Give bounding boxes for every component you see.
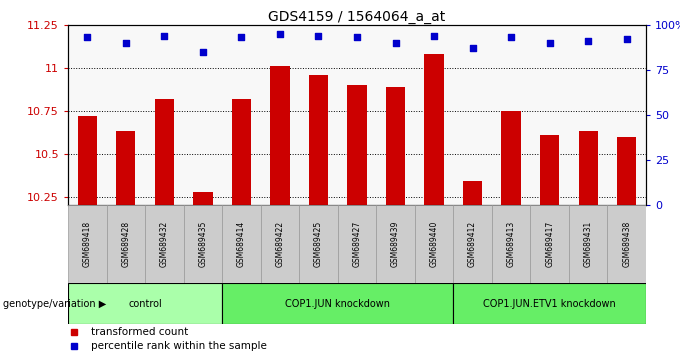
Bar [260,205,299,283]
Text: GSM689412: GSM689412 [468,221,477,267]
Bar [347,85,367,205]
Bar [154,99,174,205]
Text: GSM689427: GSM689427 [352,221,362,267]
Point [506,35,517,40]
Text: genotype/variation ▶: genotype/variation ▶ [3,298,107,309]
Bar [424,54,443,205]
Bar [193,192,212,205]
Text: COP1.JUN knockdown: COP1.JUN knockdown [285,298,390,309]
Bar [232,99,251,205]
Bar [184,205,222,283]
Bar [617,137,636,205]
Bar [78,116,97,205]
Bar [222,205,260,283]
Point [390,40,401,46]
Bar [376,205,415,283]
Text: GSM689414: GSM689414 [237,221,246,267]
Bar [107,205,145,283]
Text: GSM689425: GSM689425 [314,221,323,267]
Text: transformed count: transformed count [91,327,188,337]
Bar [607,205,646,283]
Point [197,49,208,55]
Text: percentile rank within the sample: percentile rank within the sample [91,341,267,350]
Text: GSM689432: GSM689432 [160,221,169,267]
Point [544,40,555,46]
Text: GSM689418: GSM689418 [83,221,92,267]
Bar [415,205,454,283]
Text: COP1.JUN.ETV1 knockdown: COP1.JUN.ETV1 knockdown [483,298,616,309]
Text: GSM689435: GSM689435 [199,221,207,268]
Text: GSM689431: GSM689431 [583,221,593,267]
Point [313,33,324,39]
Text: control: control [129,298,162,309]
Bar [579,131,598,205]
Bar [68,205,107,283]
Bar [222,283,454,324]
Point [159,33,170,39]
Point [275,31,286,37]
Text: GSM689440: GSM689440 [430,221,439,268]
Bar [530,205,569,283]
Bar [309,75,328,205]
Bar [116,131,135,205]
Bar [271,66,290,205]
Bar [454,205,492,283]
Bar [145,205,184,283]
Bar [386,87,405,205]
Bar [299,205,338,283]
Point [428,33,439,39]
Point [236,35,247,40]
Text: GSM689417: GSM689417 [545,221,554,267]
Point [352,35,362,40]
Text: GSM689428: GSM689428 [121,221,131,267]
Point [622,36,632,42]
Point [120,40,131,46]
Text: GSM689439: GSM689439 [391,221,400,268]
Text: GSM689413: GSM689413 [507,221,515,267]
Title: GDS4159 / 1564064_a_at: GDS4159 / 1564064_a_at [269,10,445,24]
Text: GSM689422: GSM689422 [275,221,284,267]
Point [467,45,478,51]
Point [583,38,594,44]
Bar [540,135,559,205]
Bar [501,111,521,205]
Bar [68,283,222,324]
Bar [463,181,482,205]
Bar [569,205,607,283]
Bar [454,283,646,324]
Point [82,35,92,40]
Bar [338,205,376,283]
Bar [492,205,530,283]
Text: GSM689438: GSM689438 [622,221,631,267]
